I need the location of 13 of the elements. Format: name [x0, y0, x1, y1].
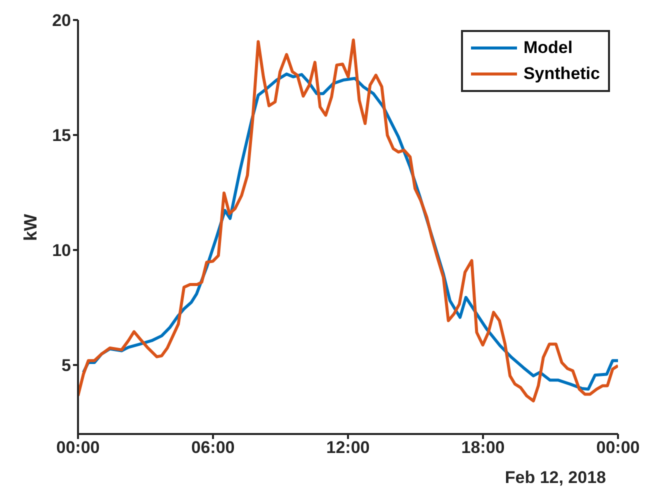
y-tick-label: 20 [52, 11, 71, 30]
x-tick-label: 00:00 [596, 438, 640, 458]
x-tick-label: 06:00 [191, 438, 235, 458]
y-tick-label: 15 [52, 126, 71, 146]
y-tick-label: 10 [52, 241, 71, 260]
y-tick-label: 5 [62, 356, 71, 376]
y-axis-title: kW [20, 214, 40, 241]
x-tick-label: 18:00 [461, 438, 505, 458]
text: Feb 12, 2018 [504, 468, 606, 488]
legend-label: Model [523, 37, 573, 59]
x-tick-label: 12:00 [326, 438, 370, 458]
x-tick-label: 00:00 [56, 438, 100, 458]
legend-label: Synthetic [523, 63, 600, 85]
